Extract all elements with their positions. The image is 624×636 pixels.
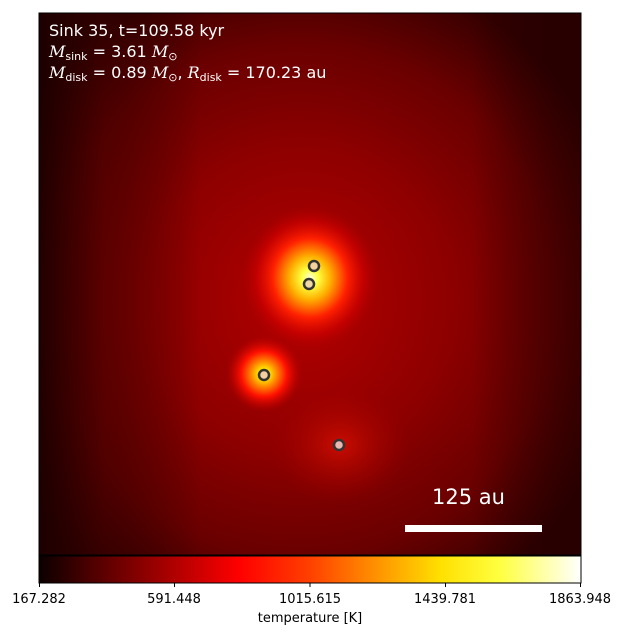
scalebar-label: 125 au [432, 485, 505, 509]
disk-radius-value: = 170.23 au [221, 63, 327, 82]
solar-mass-symbol: M [151, 42, 169, 61]
scalebar [405, 525, 542, 532]
disk-mass-subscript: disk [65, 71, 88, 84]
colorbar-tick-label: 167.282 [12, 592, 66, 607]
solar-subscript: ⊙ [168, 50, 178, 63]
sink-mass-value: = 3.61 [87, 42, 152, 61]
disk-radius-symbol: R [187, 63, 200, 82]
colorbar-tick-label: 1863.948 [548, 592, 612, 607]
colorbar-gradient [38, 555, 582, 584]
sink-mass-symbol: M [49, 42, 66, 61]
disk-radius-subscript: disk [199, 71, 222, 84]
colorbar-tick-label: 591.448 [147, 592, 201, 607]
title-annotation: Sink 35, t=109.58 kyr [49, 21, 225, 40]
sink-mass-annotation: Msink = 3.61 M⊙ [49, 42, 178, 63]
sink-marker [332, 438, 346, 452]
disk-mass-symbol: M [49, 63, 66, 82]
sink-marker [257, 368, 271, 382]
colorbar [38, 555, 582, 587]
sink-marker [302, 277, 316, 291]
disk-mass-value: = 0.89 [87, 63, 152, 82]
colorbar-label: temperature [K] [257, 611, 363, 626]
sink-mass-subscript: sink [65, 50, 88, 63]
colorbar-tick-label: 1015.615 [278, 592, 342, 607]
disk-annotation: Mdisk = 0.89 M⊙, Rdisk = 170.23 au [49, 63, 327, 84]
colorbar-tick-label: 1439.781 [413, 592, 477, 607]
solar-subscript: ⊙ [168, 71, 178, 84]
solar-mass-symbol: M [151, 63, 169, 82]
sink-marker [307, 259, 321, 273]
sink-markers [257, 259, 346, 452]
